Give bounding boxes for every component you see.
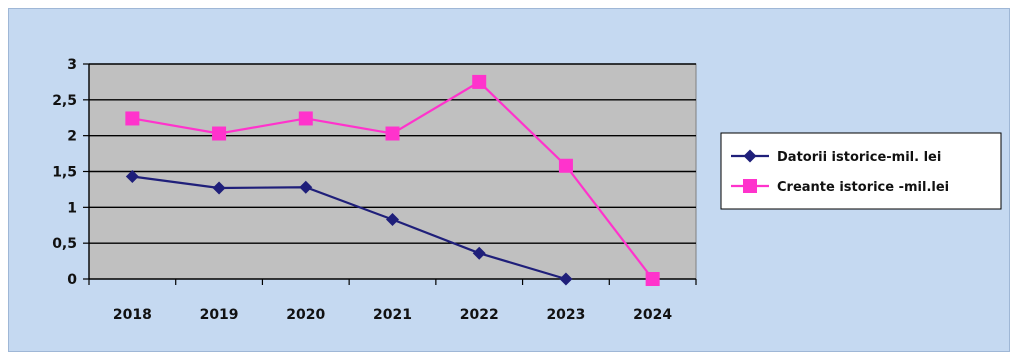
data-point [386,213,399,227]
chart-frame: 0 0,5 1 1,5 2 2,5 3 2018 2019 2020 2021 2022 2023 20… [8,8,1010,352]
legend-item: Creante istorice -mil.lei [731,179,949,195]
x-tick-label: 2023 [546,307,585,323]
y-tick-label: 0,5 [52,236,77,252]
y-tick-label: 2,5 [52,93,77,109]
x-tick-label: 2018 [113,307,152,323]
series-group [125,74,660,286]
line-chart: 00,511,522,53 2018 2019 2020 2021 2022 2023 20… [52,57,1002,323]
legend-marker [743,179,757,193]
legend-box [720,132,1002,210]
data-point [558,158,573,173]
data-point [212,181,226,195]
y-tick-label: 3 [67,57,77,73]
axes [83,63,697,285]
data-point [472,74,487,89]
data-point [298,111,313,126]
y-tick-label: 0 [67,272,77,288]
x-tick-label: 2020 [286,307,325,323]
x-tick-label: 2022 [460,307,499,323]
y-tick-label: 1,5 [52,165,77,181]
data-point [125,111,140,126]
x-axis-ticks: 2018 2019 2020 2021 2022 2023 2024 [113,307,673,323]
data-point [472,246,486,260]
legend-label: Datorii istorice-mil. lei [777,150,941,165]
x-tick-label: 2019 [200,307,239,323]
data-point [125,170,139,184]
legend: Datorii istorice-mil. lei Creante istoric… [720,132,1002,210]
y-tick-label: 2 [67,129,77,145]
data-point [645,272,660,286]
data-point [559,272,573,286]
data-point [385,126,400,141]
gridlines [89,63,696,244]
y-axis-ticks: 0 0,5 1 1,5 2 2,5 3 [52,57,77,288]
series-line [132,175,567,281]
y-tick-label: 1 [67,200,77,216]
legend-label: Creante istorice -mil.lei [777,180,949,195]
x-tick-label: 2021 [373,307,412,323]
series-1 [125,170,573,286]
x-tick-label: 2024 [633,307,672,323]
legend-marker [743,149,757,163]
data-point [212,126,227,141]
legend-item: Datorii istorice-mil. lei [731,149,941,165]
data-point [299,180,313,194]
series-2 [125,74,660,286]
